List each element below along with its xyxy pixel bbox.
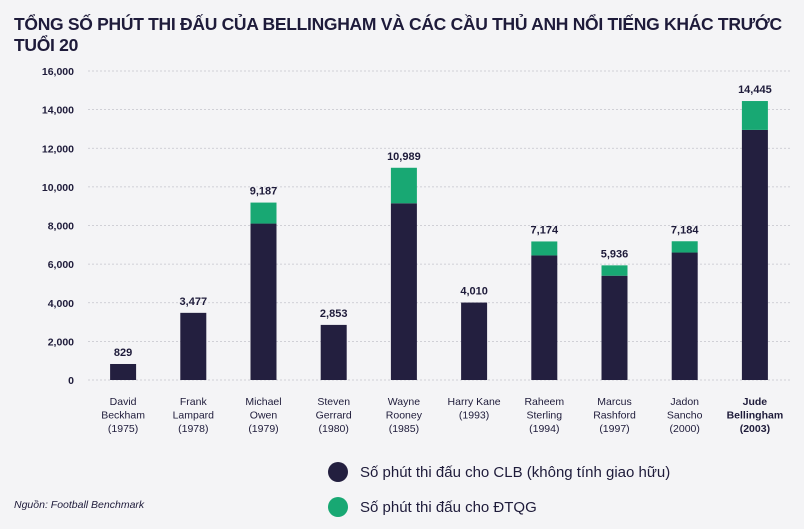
bar-national — [531, 241, 558, 256]
bar-total-label: 14,445 — [738, 84, 772, 96]
bar-total-label: 4,010 — [460, 286, 488, 298]
bar-club — [531, 255, 558, 380]
x-tick-label: Michael Owen (1979) — [245, 396, 281, 435]
bar-total-label: 7,184 — [671, 224, 699, 236]
legend-swatch-club — [328, 462, 348, 482]
bar-chart: 0 2,000 4,000 6,000 8,000 10,000 12,000 14,000 1… — [42, 66, 790, 435]
x-tick-label: Jude Bellingham (2003) — [727, 396, 784, 435]
x-tick-label: Harry Kane (1993) — [448, 396, 501, 422]
x-tick-label: David Beckham (1975) — [101, 396, 145, 435]
bar-total-label: 3,477 — [180, 296, 208, 308]
legend-label-club: Số phút thi đấu cho CLB (không tính giao… — [360, 463, 671, 481]
x-tick-label: Marcus Rashford (1997) — [593, 396, 636, 435]
source-note: Nguồn: Football Benchmark — [14, 499, 145, 511]
y-tick-label: 8,000 — [48, 221, 74, 233]
x-tick-label: Steven Gerrard (1980) — [316, 396, 352, 435]
x-tick-label: Frank Lampard (1978) — [173, 396, 215, 435]
bar-total-label: 2,853 — [320, 308, 348, 320]
bar-club — [741, 129, 768, 380]
y-tick-label: 4,000 — [48, 298, 74, 310]
legend-label-national: Số phút thi đấu cho ĐTQG — [360, 498, 537, 516]
y-tick-label: 14,000 — [42, 105, 74, 117]
bar-club — [320, 324, 347, 380]
legend-item-club: Số phút thi đấu cho CLB (không tính giao… — [328, 462, 670, 482]
bar-club — [110, 363, 137, 380]
bar-club — [671, 252, 698, 380]
x-tick-label: Raheem Sterling (1994) — [524, 396, 564, 435]
bar-club — [601, 275, 628, 380]
bar-club — [180, 312, 207, 380]
bar-national — [601, 265, 628, 276]
y-tick-label: 10,000 — [42, 182, 74, 194]
legend-item-national: Số phút thi đấu cho ĐTQG — [328, 497, 537, 517]
bar-national — [741, 101, 768, 130]
bar-total-label: 7,174 — [531, 224, 559, 236]
bar-club — [250, 223, 277, 380]
y-tick-label: 12,000 — [42, 143, 74, 155]
bar-total-label: 5,936 — [601, 248, 629, 260]
bar-national — [671, 241, 698, 253]
x-tick-label: Jadon Sancho (2000) — [667, 396, 703, 435]
x-tick-label: Wayne Rooney (1985) — [386, 396, 423, 435]
bar-total-label: 9,187 — [250, 186, 278, 198]
y-tick-label: 0 — [68, 375, 74, 387]
bar-total-label: 10,989 — [387, 151, 421, 163]
y-tick-label: 16,000 — [42, 66, 74, 78]
y-tick-label: 2,000 — [48, 336, 74, 348]
bar-club — [461, 302, 488, 380]
bar-national — [390, 167, 417, 204]
legend-swatch-national — [328, 497, 348, 517]
y-tick-label: 6,000 — [48, 259, 74, 271]
bar-club — [390, 203, 417, 380]
bar-national — [250, 202, 277, 224]
bar-total-label: 829 — [114, 347, 132, 359]
chart-title: TỔNG SỐ PHÚT THI ĐẤU CỦA BELLINGHAM VÀ C… — [14, 14, 782, 55]
